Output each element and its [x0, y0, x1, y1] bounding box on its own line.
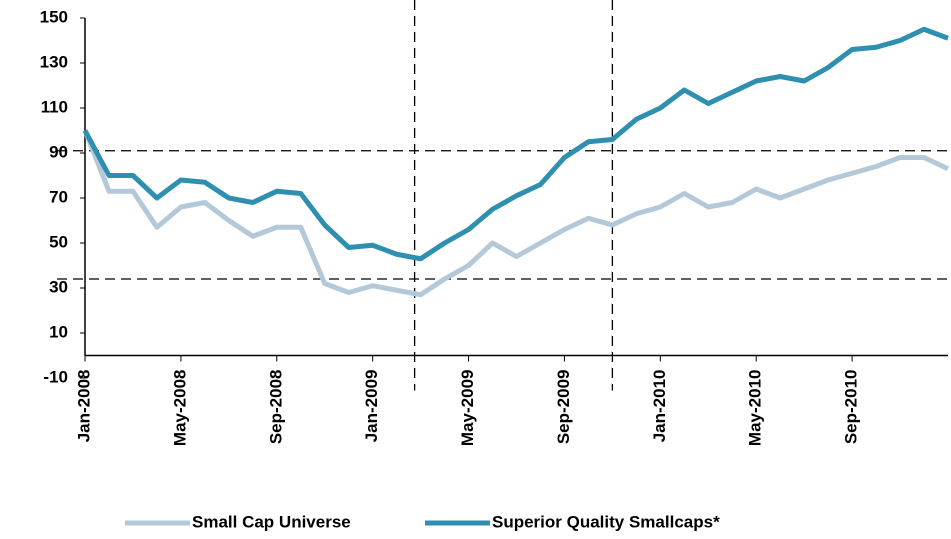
y-tick-label: 70: [49, 187, 68, 206]
series-line: [82, 129, 950, 298]
y-tick-label: 150: [40, 7, 68, 26]
x-tick-label: Sep-2010: [842, 370, 861, 445]
x-tick-label: Sep-2009: [554, 370, 573, 445]
y-tick-label: -10: [43, 367, 68, 386]
x-tick-label: May-2010: [746, 370, 765, 447]
y-tick-label: 90: [49, 142, 68, 161]
y-tick-label: 130: [40, 52, 68, 71]
x-tick-label: May-2009: [458, 370, 477, 447]
x-tick-label: Jan-2010: [650, 370, 669, 443]
x-tick-label: May-2008: [170, 370, 189, 447]
legend-label: Superior Quality Smallcaps*: [492, 512, 720, 531]
x-tick-label: Jan-2008: [74, 370, 93, 443]
x-tick-label: Jan-2009: [362, 370, 381, 443]
y-tick-label: 30: [49, 277, 68, 296]
y-tick-label: 50: [49, 232, 68, 251]
legend-label: Small Cap Universe: [192, 512, 351, 531]
y-tick-label: 110: [41, 97, 68, 116]
series-line: [82, 26, 949, 262]
y-tick-label: 10: [49, 322, 68, 341]
x-tick-label: Sep-2008: [266, 370, 285, 445]
